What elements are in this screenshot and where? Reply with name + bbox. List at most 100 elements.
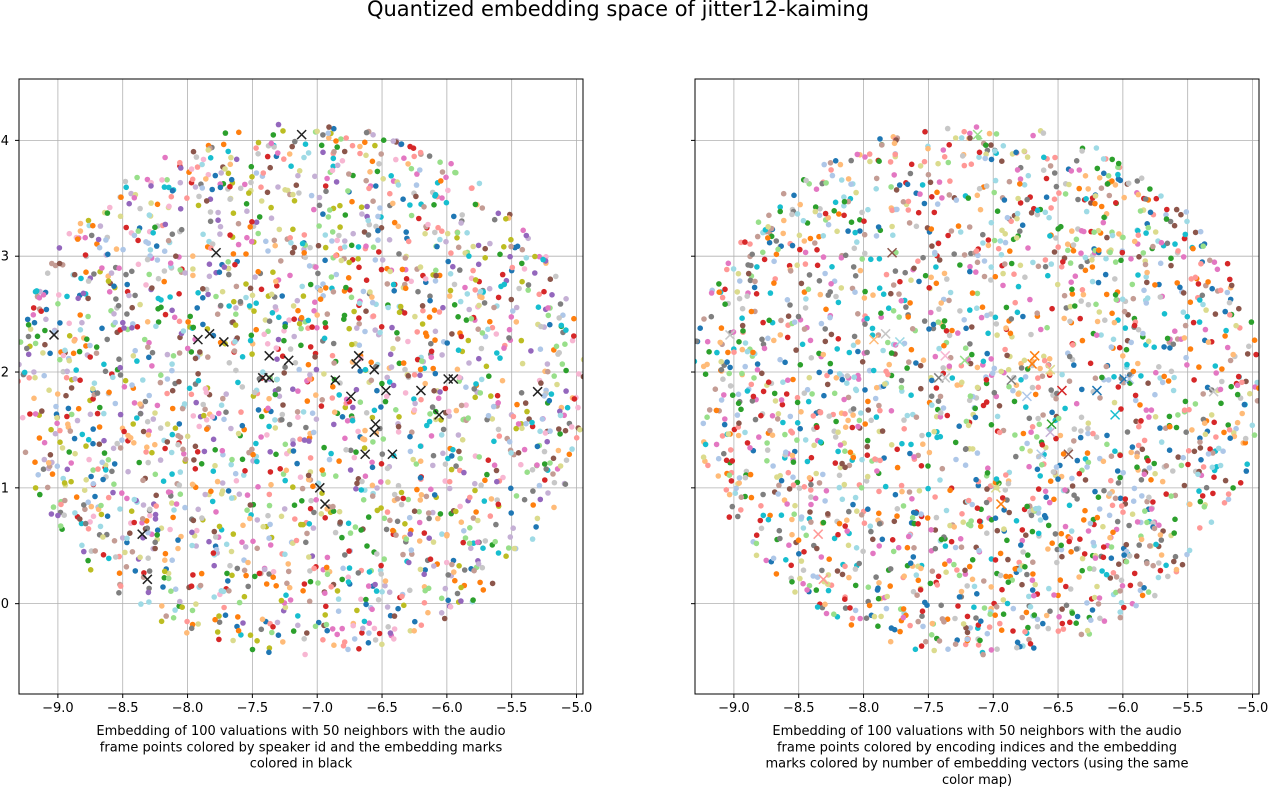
left-frame-point [159,177,165,183]
left-frame-point [90,426,96,432]
right-frame-point [798,558,805,564]
left-frame-point [254,458,260,465]
left-frame-point [301,250,308,256]
left-frame-point [42,327,48,334]
right-frame-point [999,158,1005,164]
left-frame-point [322,232,329,238]
left-frame-point [195,377,202,384]
left-frame-point [64,413,70,420]
left-frame-point [132,568,139,574]
left-frame-point [546,397,553,404]
left-frame-point [563,367,569,374]
left-frame-point [131,440,137,446]
right-frame-point [1054,559,1060,566]
left-frame-point [458,584,464,591]
left-frame-point [297,436,303,443]
left-frame-point [265,328,271,335]
left-frame-point [337,380,343,386]
left-frame-point [580,356,583,363]
left-frame-point [54,420,60,427]
right-frame-point [833,375,840,381]
right-frame-point [1004,600,1011,607]
left-frame-point [207,218,214,225]
left-frame-point [194,305,200,311]
right-frame-point [1161,373,1167,380]
right-frame-point [918,511,924,517]
right-frame-point [957,229,964,235]
right-frame-point [879,536,886,543]
left-frame-point [370,439,376,445]
right-x-tick-label: −7.5 [913,701,945,716]
left-frame-point [407,433,413,440]
left-frame-point [398,489,405,496]
left-frame-point [438,595,445,602]
left-frame-point [311,509,317,516]
left-frame-point [140,574,147,580]
left-frame-point [510,308,516,314]
left-frame-point [253,219,260,225]
right-frame-point [1200,301,1206,308]
right-frame-point [1113,589,1119,596]
left-frame-point [440,426,447,433]
right-frame-point [1107,249,1113,256]
right-frame-point [917,163,924,169]
right-frame-point [832,199,839,206]
left-frame-point [103,237,109,243]
right-frame-point [850,454,857,461]
right-frame-point [1020,549,1026,555]
right-frame-point [739,315,745,322]
left-frame-point [162,445,168,452]
left-frame-point [256,570,263,577]
left-frame-point [211,594,217,600]
right-frame-point [877,136,883,142]
left-frame-point [563,296,569,302]
left-frame-point [132,347,138,354]
right-frame-point [825,587,832,594]
left-frame-point [363,243,369,249]
right-frame-point [941,619,947,625]
left-frame-point [280,128,286,134]
right-frame-point [761,345,768,352]
right-frame-point [916,278,922,285]
right-frame-point [1030,559,1036,565]
left-frame-point [242,544,249,550]
right-frame-point [911,545,917,551]
left-frame-point [228,425,234,432]
left-frame-point [74,417,81,424]
left-frame-point [153,323,159,330]
right-frame-point [1013,149,1019,156]
right-frame-point [804,587,810,593]
left-frame-point [258,413,265,420]
left-frame-point [282,551,288,558]
right-frame-point [749,398,756,404]
left-frame-point [112,400,119,407]
left-frame-point [422,567,429,573]
left-frame-point [349,142,356,149]
right-frame-point [772,398,779,404]
right-frame-point [1254,398,1259,404]
right-frame-point [940,323,946,330]
left-frame-point [400,360,407,366]
right-frame-point [814,604,821,610]
right-frame-point [1182,231,1189,238]
left-frame-point [428,340,434,347]
left-frame-point [378,461,385,467]
left-frame-point [472,287,479,293]
right-frame-point [794,437,800,443]
left-frame-point [417,497,424,503]
left-frame-point [514,401,520,408]
right-frame-point [1120,234,1126,241]
right-frame-point [918,643,925,649]
left-frame-point [339,625,346,632]
left-frame-point [343,447,349,453]
left-frame-point [157,457,164,463]
left-frame-point [254,638,260,644]
right-frame-point [1031,612,1038,618]
left-frame-point [521,496,528,503]
right-frame-point [988,156,995,163]
right-frame-point [697,325,703,332]
left-frame-point [126,292,132,299]
right-frame-point [718,325,725,331]
left-frame-point [464,291,471,297]
left-frame-point [204,426,210,433]
